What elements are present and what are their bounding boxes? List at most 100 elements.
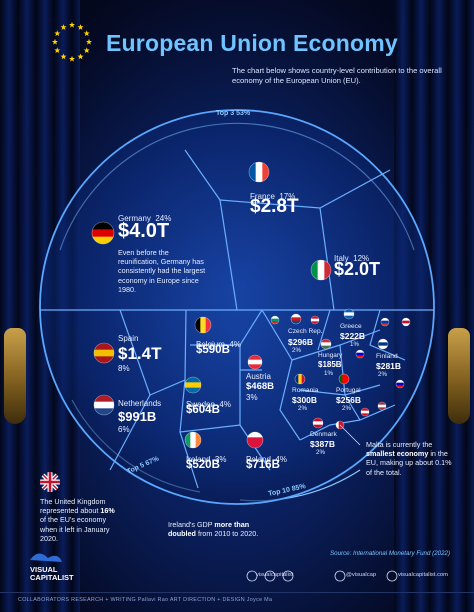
social-website[interactable]: visualcapitalist.com [398,572,448,578]
label-poland: Poland 4% [246,449,287,467]
portugal-flag-icon [338,373,350,385]
italy-value: $2.0T [334,259,381,279]
hungary-flag-icon [320,338,332,350]
eu-star-icon [77,24,84,30]
netherlands-pct: 6% [118,425,130,434]
eu-star-icon [68,21,76,28]
czech-name: Czech Rep. [288,328,323,335]
eu-star-icon [77,53,84,60]
germany-note: Even before the reunification, Germany h… [118,248,206,294]
czech-pct: 2% [292,347,301,354]
ring-top3-pct: 53% [236,110,251,117]
sweden-pct: 4% [219,400,231,409]
social-instagram-text: @visualcap [346,572,377,578]
chart-title: European Union Economy [106,30,398,56]
belgium-flag-icon [194,316,212,334]
small3-flag-icon [380,317,390,327]
globe-icon [386,570,398,582]
label-sweden: Sweden 4% [186,394,231,412]
brand-line-1: VISUAL [30,565,58,574]
visual-capitalist-cloud-icon [30,553,62,562]
left-tassel [4,328,26,424]
greece-pct: 1% [350,341,359,348]
austria-name: Austria [246,372,271,381]
netherlands-name: Netherlands [118,399,162,408]
austria-pct: 3% [246,393,258,402]
czech-value: $296B [288,337,314,347]
credits: COLLABORATORS RESEARCH + WRITING Pallavi… [18,597,273,603]
poland-value: $716B [246,459,280,471]
ring-label-top3: Top 3 53% [216,110,250,117]
social-website-text: visualcapitalist.com [398,572,448,578]
germany-value: $4.0T [118,220,170,242]
brand-line-2: CAPITALIST [30,573,74,582]
denmark-flag-icon [312,417,324,429]
malta-note-pre: Malta is currently the [366,440,433,449]
social-facebook[interactable]: visualcapitalist [256,572,293,578]
ireland-note: Ireland's GDP more than doubled from 201… [168,520,278,538]
eu-star-icon [83,30,90,37]
poland-flag-icon [246,431,264,449]
france-flag-icon [248,161,270,183]
small2-flag-icon [310,315,320,325]
france-name: France [250,192,275,201]
ireland-note-pre: Ireland's GDP [168,520,215,529]
label-belgium: Belgium 4% [196,334,241,352]
belgium-name: Belgium [196,340,225,349]
malta-pointer [339,424,361,446]
hungary-pct: 1% [324,370,333,377]
ireland-note-bold: more than doubled [168,520,250,539]
netherlands-value: $991B [118,409,157,424]
poland-name: Poland [246,455,271,464]
visual-capitalist-logo: VISUAL CAPITALIST [30,566,74,582]
uk-note-pre: The United Kingdom represented about [40,497,106,516]
portugal-name: Portugal [336,387,361,394]
germany-flag-icon [91,221,115,245]
eu-star-icon [85,38,93,45]
malta-note: Malta is currently the smallest economy … [366,440,456,477]
footer-divider [0,592,474,593]
ireland-name: Ireland [186,455,211,464]
facebook-icon [246,570,258,582]
small4-flag-icon [401,317,411,327]
label-france: France 17% [250,186,295,204]
portugal-value: $256B [336,395,362,405]
cell-borders [40,149,434,489]
germany-name: Germany [118,214,151,223]
instagram-icon [334,570,346,582]
label-germany: Germany 24% [118,208,171,226]
greece-value: $222B [340,331,366,341]
romania-name: Romania [292,387,319,394]
italy-pct: 12% [353,254,370,263]
eu-star-icon [60,53,67,60]
eu-star-icon [51,38,59,45]
chart-subtitle: The chart below shows country-level cont… [232,66,442,85]
source-note: Source: International Monetary Fund (202… [330,550,451,557]
denmark-value: $387B [310,439,336,449]
spain-name: Spain [118,334,139,343]
right-tassel [448,328,470,424]
small5-flag-icon [355,349,365,359]
spain-flag-icon [93,342,115,364]
social-instagram[interactable]: @visualcap [346,572,376,578]
youtube-icon [264,570,276,582]
poland-pct: 4% [275,455,287,464]
uk-note-post: of the EU's economy when it left in Janu… [40,515,110,543]
small1-flag-icon [270,315,280,325]
spain-pct: 8% [118,364,130,373]
spain-value: $1.4T [118,344,162,363]
hungary-name: Hungary [318,352,343,359]
germany-pct: 24% [155,214,172,223]
eu-star-icon [68,55,76,62]
ireland-flag-icon [184,431,202,449]
eu-star-icon [60,24,67,30]
italy-name: Italy [334,254,349,263]
finland-pct: 2% [378,371,387,378]
finland-value: $281B [376,361,402,371]
austria-value: $468B [246,381,274,392]
sweden-name: Sweden [186,400,215,409]
france-value: $2.8T [250,196,299,217]
malta-note-bold: smallest economy [366,449,429,459]
eu-star-icon [83,47,90,54]
